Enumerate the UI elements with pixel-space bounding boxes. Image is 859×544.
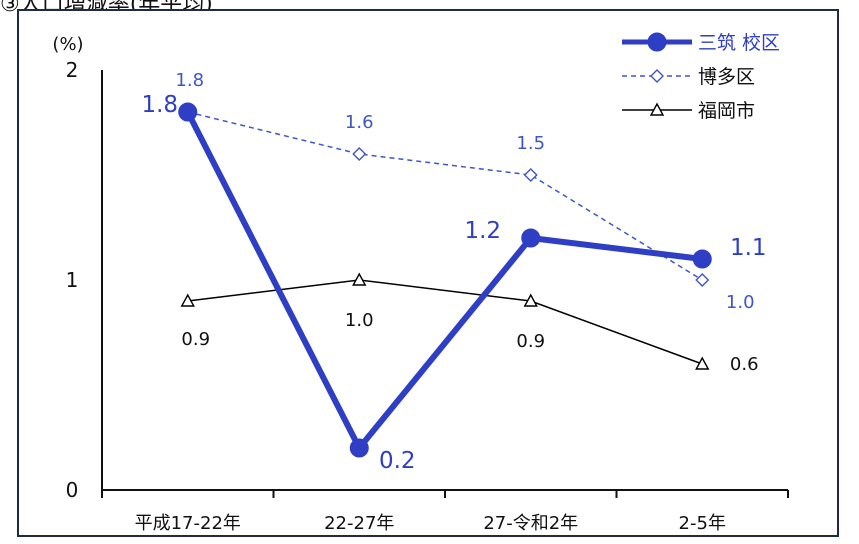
data-label: 0.2 bbox=[379, 448, 416, 474]
legend-entry: 博多区 bbox=[622, 66, 755, 88]
triangle-marker bbox=[352, 272, 367, 286]
series-layer: 0.9 1.0 0.9 0.6 1.8 1.6 1.5 1.0 1.8 0.2 1.2 1.1 bbox=[141, 70, 766, 474]
data-label: 0.6 bbox=[730, 354, 759, 375]
x-tick-label: 2-5年 bbox=[679, 513, 726, 534]
data-label: 1.5 bbox=[516, 133, 545, 154]
data-label: 1.0 bbox=[726, 292, 755, 313]
data-label: 1.1 bbox=[730, 235, 767, 261]
y-axis-unit-label: (%) bbox=[52, 34, 83, 55]
triangle-marker bbox=[523, 293, 538, 307]
series-line bbox=[187, 111, 703, 281]
triangle-marker bbox=[180, 293, 195, 307]
y-tick-label: 2 bbox=[66, 58, 79, 82]
x-tick-label: 22-27年 bbox=[324, 513, 394, 534]
circle-marker bbox=[349, 438, 369, 458]
legend-label: 三筑 校区 bbox=[698, 32, 780, 54]
legend-label: 福岡市 bbox=[698, 100, 755, 122]
y-tick-label: 1 bbox=[66, 268, 79, 292]
legend-entry: 三筑 校区 bbox=[622, 32, 780, 54]
triangle-marker bbox=[649, 102, 665, 116]
diamond-marker bbox=[523, 168, 538, 182]
x-tick-label: 27-令和2年 bbox=[483, 513, 578, 534]
data-label: 1.8 bbox=[141, 92, 178, 118]
y-tick-label: 0 bbox=[66, 478, 79, 502]
circle-marker bbox=[692, 249, 712, 269]
series-2: 0.9 1.0 0.9 0.6 bbox=[180, 272, 759, 375]
circle-marker bbox=[647, 32, 667, 52]
legend-label: 博多区 bbox=[698, 66, 755, 88]
triangle-marker bbox=[695, 356, 710, 370]
diamond-marker bbox=[352, 147, 367, 161]
series-line bbox=[185, 110, 703, 451]
data-label: 1.8 bbox=[175, 70, 204, 91]
axes: 0 1 2 平成17-22年 22-27年 27-令和2年 2-5年 bbox=[66, 58, 789, 534]
data-label: 0.9 bbox=[516, 331, 545, 352]
series-0: 1.8 0.2 1.2 1.1 bbox=[141, 92, 766, 474]
diamond-marker bbox=[695, 273, 710, 287]
chart-frame bbox=[17, 9, 839, 537]
circle-marker bbox=[521, 228, 541, 248]
series-line bbox=[187, 279, 703, 365]
circle-marker bbox=[178, 102, 198, 122]
legend-entry: 福岡市 bbox=[622, 100, 755, 122]
series-1: 1.8 1.6 1.5 1.0 bbox=[175, 70, 754, 313]
diamond-marker bbox=[650, 69, 664, 83]
data-label: 1.2 bbox=[464, 218, 501, 244]
data-label: 0.9 bbox=[181, 329, 210, 350]
x-tick-label: 平成17-22年 bbox=[135, 513, 241, 534]
data-label: 1.0 bbox=[345, 310, 374, 331]
data-label: 1.6 bbox=[345, 112, 374, 133]
